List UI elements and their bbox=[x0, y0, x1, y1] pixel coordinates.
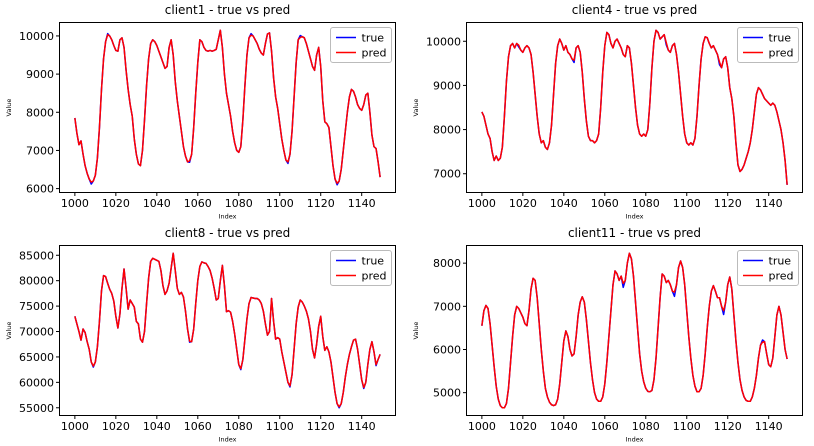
legend-box bbox=[330, 27, 392, 63]
x-tick-label: 1080 bbox=[632, 420, 660, 433]
chart-svg: 1000 1020 1040 1060 1080 1100 1120 1140 6000 7000… bbox=[5, 3, 396, 221]
y-tick-label: 10000 bbox=[426, 35, 461, 48]
x-tick-label: 1120 bbox=[307, 197, 335, 210]
x-tick-label: 1080 bbox=[225, 420, 253, 433]
legend-label-pred: pred bbox=[769, 270, 794, 283]
x-tick-label: 1000 bbox=[468, 420, 496, 433]
subplot-title: client4 - true vs pred bbox=[572, 3, 697, 17]
subplot-title: client8 - true vs pred bbox=[165, 226, 290, 240]
subplot-title: client11 - true vs pred bbox=[568, 226, 701, 240]
x-tick-label: 1020 bbox=[102, 420, 130, 433]
series-line-pred bbox=[74, 252, 381, 408]
chart-svg: 1000 1020 1040 1060 1080 1100 1120 1140 5000 6000… bbox=[412, 226, 803, 444]
x-tick-label: 1100 bbox=[673, 197, 701, 210]
x-tick-label: 1100 bbox=[673, 420, 701, 433]
x-tick-label: 1060 bbox=[591, 197, 619, 210]
legend-label-pred: pred bbox=[769, 47, 794, 60]
x-tick-label: 1100 bbox=[266, 197, 294, 210]
y-tick-label: 10000 bbox=[19, 30, 54, 43]
subplot-client1: 1000 1020 1040 1060 1080 1100 1120 1140 6000 7000… bbox=[0, 0, 407, 223]
chart-svg: 1000 1020 1040 1060 1080 1100 1120 1140 55000 600… bbox=[5, 226, 396, 444]
axes-frame bbox=[59, 22, 396, 193]
y-tick-label: 55000 bbox=[19, 402, 54, 415]
x-tick-label: 1120 bbox=[714, 197, 742, 210]
y-tick-label: 6000 bbox=[26, 183, 54, 196]
axes-frame bbox=[466, 245, 803, 416]
legend-box bbox=[737, 250, 799, 286]
x-tick-label: 1140 bbox=[348, 420, 376, 433]
x-tick-label: 1060 bbox=[184, 197, 212, 210]
x-tick-label: 1020 bbox=[509, 420, 537, 433]
subplot-client11: 1000 1020 1040 1060 1080 1100 1120 1140 5000 6000… bbox=[407, 223, 814, 446]
x-tick-label: 1020 bbox=[102, 197, 130, 210]
series-line-pred bbox=[74, 29, 381, 185]
series-line-pred bbox=[481, 29, 788, 185]
legend-label-true: true bbox=[769, 255, 792, 268]
legend: true pred bbox=[737, 27, 799, 63]
x-axis-label: Index bbox=[626, 436, 644, 444]
y-tick-label: 75000 bbox=[19, 300, 54, 313]
y-tick-label: 8000 bbox=[26, 106, 54, 119]
legend: true pred bbox=[330, 250, 392, 286]
axes-frame bbox=[59, 245, 396, 416]
subplot-title: client1 - true vs pred bbox=[165, 3, 290, 17]
chart-svg: 1000 1020 1040 1060 1080 1100 1120 1140 7000 8000… bbox=[412, 3, 803, 221]
y-axis-label: Value bbox=[5, 99, 13, 117]
y-tick-label: 7000 bbox=[433, 300, 461, 313]
y-tick-label: 9000 bbox=[433, 79, 461, 92]
legend-box bbox=[330, 250, 392, 286]
x-tick-label: 1120 bbox=[714, 420, 742, 433]
y-axis-label: Value bbox=[412, 99, 420, 117]
x-tick-label: 1140 bbox=[348, 197, 376, 210]
x-axis-label: Index bbox=[626, 213, 644, 221]
x-tick-label: 1060 bbox=[184, 420, 212, 433]
legend-label-true: true bbox=[769, 32, 792, 45]
y-tick-label: 5000 bbox=[433, 387, 461, 400]
x-tick-label: 1140 bbox=[755, 197, 783, 210]
x-tick-label: 1040 bbox=[550, 197, 578, 210]
series-line-pred bbox=[481, 252, 788, 409]
y-tick-label: 8000 bbox=[433, 257, 461, 270]
x-tick-label: 1040 bbox=[143, 420, 171, 433]
x-tick-label: 1040 bbox=[550, 420, 578, 433]
x-tick-label: 1140 bbox=[755, 420, 783, 433]
x-tick-label: 1120 bbox=[307, 420, 335, 433]
x-tick-label: 1080 bbox=[225, 197, 253, 210]
legend: true pred bbox=[330, 27, 392, 63]
x-tick-label: 1000 bbox=[61, 420, 89, 433]
legend-label-pred: pred bbox=[362, 47, 387, 60]
axes-frame bbox=[466, 22, 803, 193]
x-tick-label: 1100 bbox=[266, 420, 294, 433]
y-tick-label: 7000 bbox=[433, 168, 461, 181]
y-tick-label: 80000 bbox=[19, 275, 54, 288]
legend: true pred bbox=[737, 250, 799, 286]
y-axis-label: Value bbox=[5, 322, 13, 340]
y-tick-label: 9000 bbox=[26, 68, 54, 81]
x-tick-label: 1060 bbox=[591, 420, 619, 433]
subplot-client4: 1000 1020 1040 1060 1080 1100 1120 1140 7000 8000… bbox=[407, 0, 814, 223]
y-tick-label: 85000 bbox=[19, 249, 54, 262]
legend-label-pred: pred bbox=[362, 270, 387, 283]
x-axis-label: Index bbox=[219, 436, 237, 444]
x-tick-label: 1020 bbox=[509, 197, 537, 210]
y-axis-label: Value bbox=[412, 322, 420, 340]
y-tick-label: 70000 bbox=[19, 326, 54, 339]
y-tick-label: 60000 bbox=[19, 376, 54, 389]
x-tick-label: 1000 bbox=[468, 197, 496, 210]
legend-label-true: true bbox=[362, 255, 385, 268]
x-tick-label: 1040 bbox=[143, 197, 171, 210]
legend-label-true: true bbox=[362, 32, 385, 45]
y-tick-label: 65000 bbox=[19, 351, 54, 364]
x-axis-label: Index bbox=[219, 213, 237, 221]
legend-box bbox=[737, 27, 799, 63]
x-tick-label: 1080 bbox=[632, 197, 660, 210]
y-tick-label: 6000 bbox=[433, 343, 461, 356]
y-tick-label: 8000 bbox=[433, 124, 461, 137]
subplot-client8: 1000 1020 1040 1060 1080 1100 1120 1140 55000 600… bbox=[0, 223, 407, 446]
y-tick-label: 7000 bbox=[26, 144, 54, 157]
x-tick-label: 1000 bbox=[61, 197, 89, 210]
